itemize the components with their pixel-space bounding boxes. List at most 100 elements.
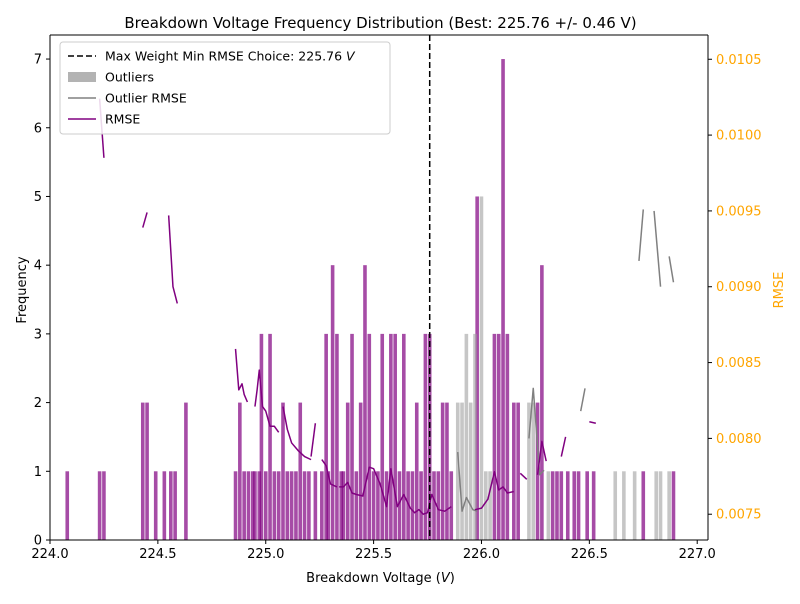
histogram-bar — [276, 471, 281, 540]
histogram-bar — [263, 471, 268, 540]
x-tick-label: 226.0 — [463, 547, 500, 562]
histogram-bar — [572, 471, 577, 540]
outlier-bar — [488, 471, 492, 540]
x-tick-label: 224.0 — [31, 547, 68, 562]
histogram-bar — [389, 333, 393, 540]
histogram-bar — [449, 471, 454, 540]
outlier-bar — [473, 333, 477, 540]
histogram-bar — [259, 333, 264, 540]
histogram-bar — [393, 333, 397, 540]
outlier-bar — [468, 402, 473, 540]
rmse-segment — [254, 369, 280, 433]
histogram-bar — [363, 265, 367, 540]
histogram-bar — [339, 471, 344, 540]
outlier-rmse-segment — [456, 451, 478, 512]
histogram-bar — [246, 471, 251, 540]
histogram-bar — [436, 471, 441, 540]
y2-tick-label: 0.0080 — [716, 432, 762, 447]
histogram-bar — [298, 402, 303, 540]
histogram-bar — [102, 471, 106, 540]
rmse-segment — [282, 406, 312, 461]
legend-label: RMSE — [105, 112, 140, 127]
rmse-segment — [167, 215, 179, 304]
x-tick-label: 224.5 — [139, 547, 176, 562]
rmse-segment — [560, 436, 567, 457]
rmse-segment — [142, 212, 148, 228]
histogram-bar — [414, 402, 419, 540]
histogram-bar — [591, 471, 596, 540]
y-tick-label: 7 — [34, 53, 42, 68]
legend-label: Max Weight Min RMSE Choice: 225.76 V — [105, 49, 356, 64]
x-tick-label: 226.5 — [571, 547, 608, 562]
x-axis-label: Breakdown Voltage (V) — [306, 571, 455, 586]
legend-box — [59, 41, 391, 135]
histogram-bar — [281, 402, 285, 540]
histogram-bar — [313, 471, 318, 540]
histogram-bar — [367, 333, 372, 540]
legend-label: Outliers — [105, 70, 154, 85]
outlier-bar — [658, 471, 663, 540]
histogram-bar — [559, 471, 564, 540]
histogram-bar — [253, 471, 257, 540]
rmse-segment — [536, 440, 547, 475]
histogram-bar — [501, 59, 505, 541]
y2-tick-label: 0.0075 — [716, 508, 762, 523]
histogram-bar — [350, 333, 354, 540]
outlier-rmse-segment — [638, 209, 645, 262]
histogram-bar — [330, 265, 335, 540]
histogram-bar — [341, 471, 346, 540]
histogram-bar — [671, 471, 676, 540]
outlier-bar — [479, 196, 484, 540]
y2-tick-label: 0.0105 — [716, 53, 762, 68]
histogram-bar — [410, 471, 415, 540]
histogram-bar — [289, 471, 294, 540]
outlier-bar — [460, 402, 464, 540]
outlier-bar — [464, 333, 469, 540]
histogram-bar — [380, 333, 385, 540]
legend-label-unit: V — [346, 49, 356, 64]
histogram-bar — [565, 471, 570, 540]
histogram-bar — [505, 333, 510, 540]
histogram-bar — [445, 402, 449, 540]
y-tick-label: 1 — [34, 465, 42, 480]
histogram-bar — [492, 333, 497, 540]
histogram-bar — [140, 402, 145, 540]
x-axis-label-text: Breakdown Voltage ( — [306, 571, 441, 586]
outlier-bar — [531, 402, 536, 540]
histogram-bars — [65, 59, 676, 541]
y-tick-label: 2 — [34, 396, 42, 411]
outlier-bar — [667, 471, 671, 540]
histogram-bar — [307, 471, 311, 540]
histogram-bar — [550, 471, 555, 540]
outlier-bar — [546, 471, 551, 540]
rmse-segment — [589, 420, 596, 424]
histogram-bar — [145, 402, 149, 540]
histogram-bar — [475, 196, 479, 540]
rmse-segment — [234, 348, 249, 403]
y-tick-label: 3 — [34, 327, 42, 342]
x-tick-label: 227.0 — [679, 547, 716, 562]
y2-axis-label: RMSE — [772, 272, 787, 309]
outlier-bars — [455, 196, 671, 540]
histogram-bar — [320, 471, 324, 540]
y2-tick-label: 0.0095 — [716, 204, 762, 219]
histogram-bar — [97, 471, 102, 540]
x-tick-label: 225.5 — [355, 547, 392, 562]
outlier-bar — [483, 471, 488, 540]
histogram-bar — [272, 471, 277, 540]
histogram-bar — [540, 265, 544, 540]
outlier-rmse-segment — [528, 387, 545, 476]
histogram-bar — [173, 471, 177, 540]
x-axis-label-unit: V — [441, 571, 451, 586]
y2-tick-label: 0.0085 — [716, 356, 762, 371]
outlier-bar — [527, 402, 531, 540]
histogram-bar — [406, 471, 410, 540]
histogram-bar — [345, 402, 350, 540]
outlier-bar — [455, 402, 460, 540]
histogram-bar — [512, 402, 516, 540]
histogram-bar — [402, 333, 406, 540]
histogram-bar — [423, 333, 428, 540]
axes: 224.0 224.5 225.0 225.5 226.0 226.5 227.0 0 1 2 3 4… — [31, 34, 762, 562]
histogram-bar — [354, 471, 359, 540]
legend: Max Weight Min RMSE Choice: 225.76 V Outl… — [59, 41, 391, 135]
